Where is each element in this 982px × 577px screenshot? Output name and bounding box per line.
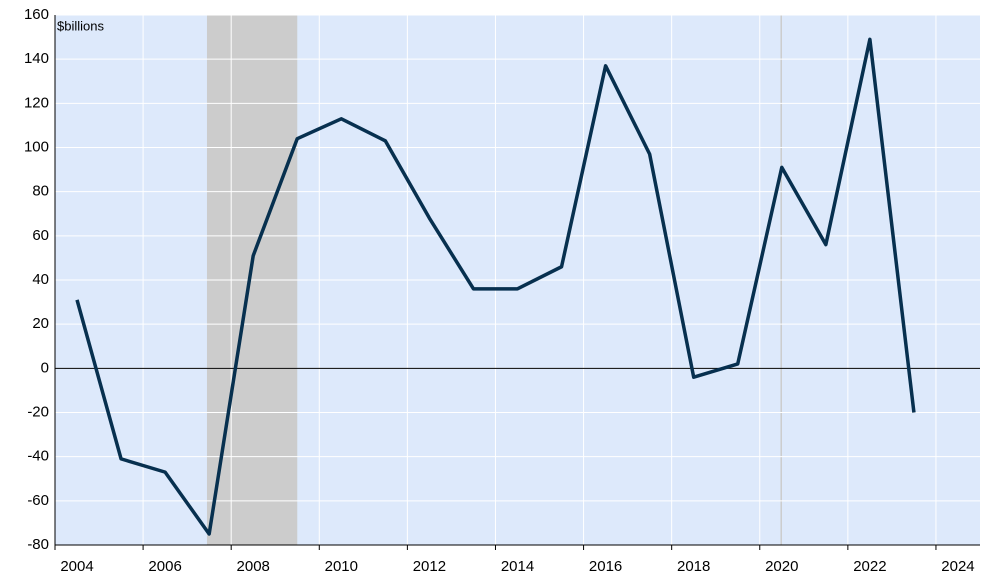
x-tick-label: 2004 — [60, 558, 93, 575]
y-tick-label: 40 — [32, 271, 49, 288]
x-tick-label: 2006 — [148, 558, 181, 575]
x-tick-label: 2012 — [413, 558, 446, 575]
x-tick-label: 2018 — [677, 558, 710, 575]
data-line — [75, 37, 916, 536]
y-tick-label: 140 — [24, 50, 49, 67]
y-tick-label: 60 — [32, 227, 49, 244]
y-tick-label: 100 — [24, 138, 49, 155]
y-tick-label: 20 — [32, 315, 49, 332]
y-tick-label: -40 — [27, 448, 49, 465]
y-tick-label: -60 — [27, 492, 49, 509]
x-tick-label: 2010 — [325, 558, 358, 575]
x-tick-label: 2022 — [853, 558, 886, 575]
y-tick-label: 120 — [24, 94, 49, 111]
x-tick-label: 2024 — [941, 558, 974, 575]
y-tick-label: 0 — [41, 359, 49, 376]
x-tick-label: 2008 — [237, 558, 270, 575]
x-tick-label: 2020 — [765, 558, 798, 575]
x-tick-label: 2014 — [501, 558, 534, 575]
x-tick-label: 2016 — [589, 558, 622, 575]
y-tick-label: -80 — [27, 536, 49, 553]
y-tick-label: -20 — [27, 403, 49, 420]
y-tick-label: 160 — [24, 6, 49, 23]
y-unit-label: $billions — [57, 18, 104, 33]
y-tick-label: 80 — [32, 183, 49, 200]
